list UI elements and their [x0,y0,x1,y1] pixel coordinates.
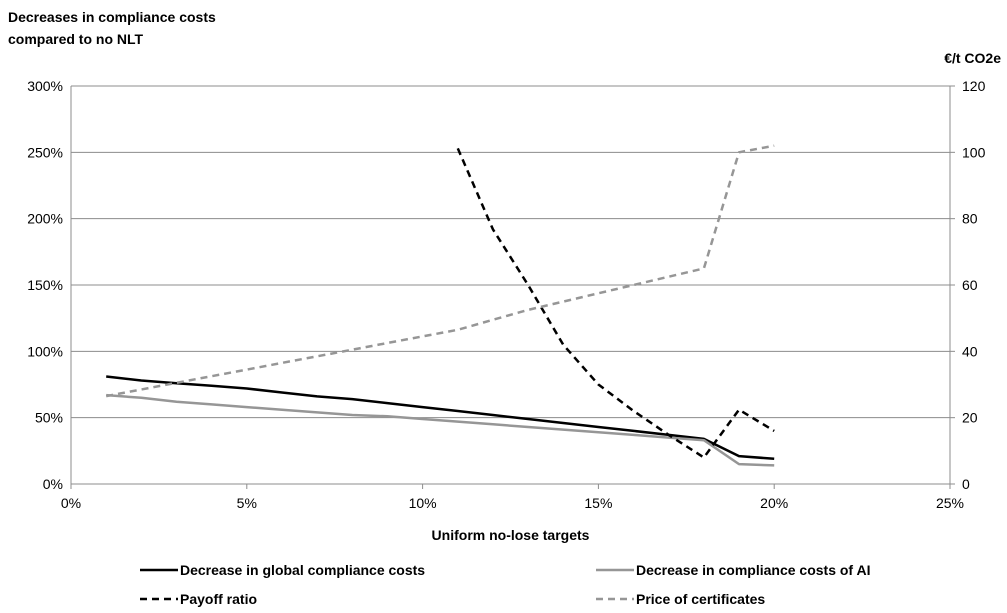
y-left-tick-label: 150% [27,277,63,293]
y-left-tick-label: 0% [43,476,63,492]
y-right-tick-label: 120 [962,78,986,94]
x-tick-label: 20% [760,495,788,511]
y-left-tick-label: 100% [27,343,63,359]
y-left-tick-label: 300% [27,78,63,94]
legend-label-1: Decrease in compliance costs of AI [636,562,870,578]
x-tick-label: 5% [237,495,257,511]
y-left-tick-label: 50% [35,410,63,426]
legend-label-2: Payoff ratio [180,591,257,607]
x-axis-title: Uniform no-lose targets [432,527,590,543]
y-right-tick-label: 100 [962,144,986,160]
legend-label-0: Decrease in global compliance costs [180,562,425,578]
y-left-tick-label: 250% [27,144,63,160]
y-right-tick-label: 40 [962,343,978,359]
y-right-tick-label: 0 [962,476,970,492]
y-left-tick-label: 200% [27,211,63,227]
series-line-1 [106,395,774,465]
y-right-tick-label: 80 [962,211,978,227]
x-tick-label: 25% [936,495,964,511]
y-right-tick-label: 60 [962,277,978,293]
series-line-3 [106,146,774,396]
y-right-tick-label: 20 [962,410,978,426]
x-tick-label: 10% [409,495,437,511]
x-tick-label: 0% [61,495,81,511]
x-tick-label: 15% [584,495,612,511]
legend-label-3: Price of certificates [636,591,765,607]
